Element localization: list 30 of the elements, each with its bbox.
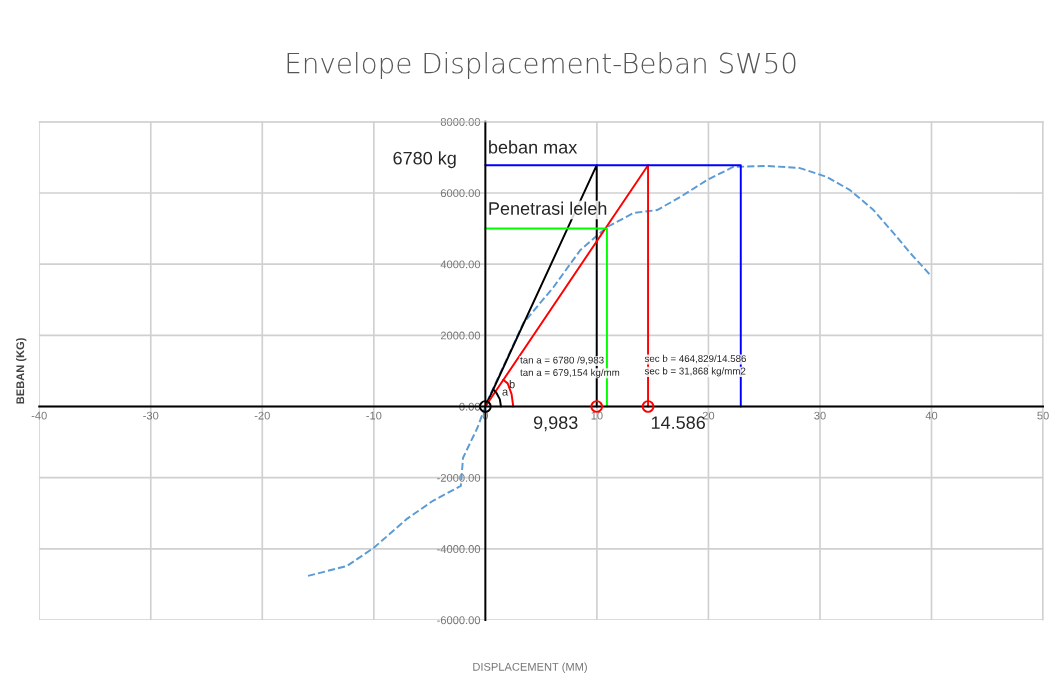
annotation: sec b = 464,829/14.586 [644, 354, 746, 364]
x-tick-label: 30 [814, 411, 826, 420]
x-tick-label: -40 [31, 411, 47, 420]
annotation: 6780 kg [393, 151, 456, 169]
annotation: beban max [489, 140, 578, 154]
x-tick-label: 20 [702, 411, 715, 420]
annotation: 14.586 [651, 416, 705, 430]
x-tick-label: 40 [925, 411, 938, 420]
y-tick-label: 4000.00 [440, 260, 481, 269]
annotation: 9,983 [533, 416, 578, 432]
annotation: a [502, 389, 509, 396]
x-tick-label: 50 [1037, 411, 1049, 420]
x-axis-title: DISPLACEMENT (MM) [473, 662, 587, 673]
y-tick-label: 2000.00 [440, 331, 481, 340]
y-tick-label: -6000.00 [437, 616, 481, 625]
annotation: tan a = 6780 /9,983 [520, 356, 604, 365]
annotation: tan a = 679,154 kg/mm [520, 368, 620, 378]
x-tick-label: -20 [254, 411, 270, 420]
y-tick-label: 6000.00 [440, 189, 481, 198]
y-tick-label: -2000.00 [437, 473, 481, 482]
chart-title: Envelope Displacement-Beban SW50 [287, 52, 796, 79]
x-tick-label: 10 [591, 411, 603, 420]
y-tick-label: 8000.00 [440, 118, 481, 126]
annotation: b [509, 379, 515, 389]
annotation: sec b = 31,868 kg/mm2 [644, 367, 746, 377]
x-tick-label: -10 [366, 411, 382, 420]
annotation: Penetrasi leleh [489, 201, 607, 215]
y-tick-label: -4000.00 [437, 545, 481, 553]
y-axis-title: BEBAN (KG) [16, 338, 27, 404]
x-tick-label: -30 [143, 411, 159, 420]
